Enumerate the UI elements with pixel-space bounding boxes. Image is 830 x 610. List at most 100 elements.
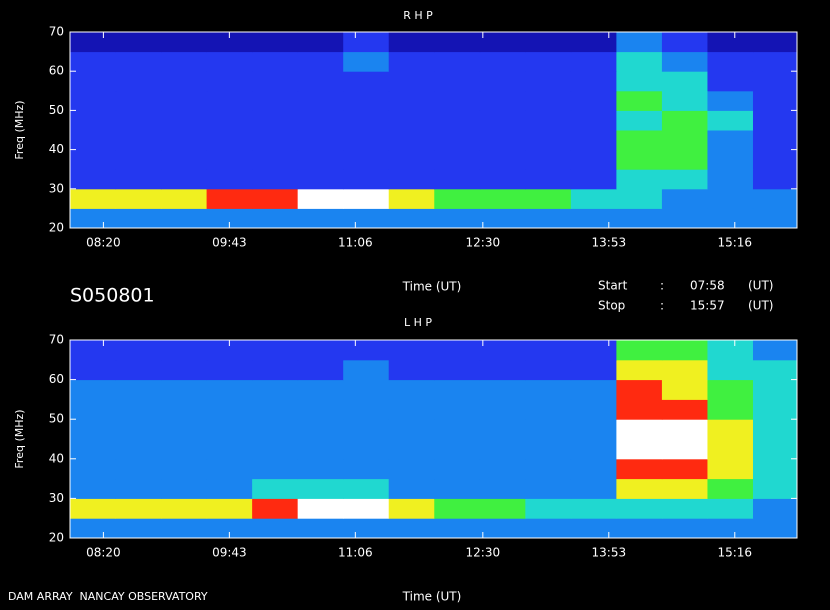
heat-cell [70, 458, 117, 480]
heat-cell [707, 188, 754, 209]
heat-cell [570, 458, 617, 480]
heat-cell [525, 130, 572, 151]
heat-cell [661, 419, 708, 440]
heat-cell [525, 51, 572, 72]
heat-cell [616, 90, 663, 111]
heat-cell [525, 90, 572, 111]
heat-cell [752, 439, 798, 460]
x-tick-label: 09:43 [212, 546, 247, 560]
heat-cell [206, 498, 253, 519]
heat-cell [479, 498, 526, 519]
heat-cell [70, 399, 117, 420]
heat-cell [707, 90, 754, 111]
heat-cell [434, 478, 481, 499]
heat-cell [752, 149, 798, 170]
heat-cell [434, 379, 481, 400]
heat-cell [343, 51, 390, 72]
y-tick-label: 30 [49, 491, 64, 505]
heat-cell [388, 169, 435, 190]
heat-cell [616, 439, 663, 460]
heat-cell [252, 359, 299, 381]
y-tick-label: 70 [49, 25, 64, 39]
heat-cell [297, 359, 344, 381]
heat-cell [570, 340, 617, 361]
heat-cell [388, 439, 435, 460]
heat-cell [115, 518, 162, 539]
heat-cell [570, 518, 617, 539]
heat-cell [525, 32, 572, 53]
heat-cell [434, 439, 481, 460]
panel-title: L H P [404, 316, 432, 329]
heat-cell [115, 340, 162, 361]
heat-cell [525, 458, 572, 480]
heat-cell [616, 32, 663, 53]
heat-cell [343, 439, 390, 460]
heat-cell [479, 32, 526, 53]
heat-cell [161, 169, 208, 190]
heat-cell [525, 149, 572, 170]
heat-cell [161, 51, 208, 72]
heat-cell [115, 399, 162, 420]
heat-cell [479, 71, 526, 92]
heat-cell [661, 399, 708, 420]
y-tick-label: 20 [49, 531, 64, 545]
x-tick-label: 09:43 [212, 236, 247, 250]
heat-cell [661, 169, 708, 190]
heat-cell [161, 498, 208, 519]
heat-cell [206, 71, 253, 92]
heat-cell [252, 419, 299, 440]
heat-cell [661, 208, 708, 229]
heat-cell [206, 458, 253, 480]
heat-cell [661, 51, 708, 72]
heat-cell [434, 359, 481, 381]
heat-cell [115, 478, 162, 499]
heat-cell [206, 518, 253, 539]
heat-cell [297, 110, 344, 131]
heat-cell [388, 149, 435, 170]
heat-cell [161, 340, 208, 361]
heat-cell [752, 399, 798, 420]
heat-cell [206, 208, 253, 229]
heat-cell [70, 340, 117, 361]
x-tick-label: 08:20 [86, 236, 121, 250]
y-tick-label: 20 [49, 221, 64, 235]
heat-cell [297, 419, 344, 440]
heat-cell [297, 439, 344, 460]
heat-cell [434, 130, 481, 151]
heat-cell [525, 359, 572, 381]
heat-cell [525, 71, 572, 92]
heat-cell [707, 458, 754, 480]
heat-cell [343, 149, 390, 170]
heat-cell [115, 169, 162, 190]
heat-cell [252, 439, 299, 460]
x-tick-label: 11:06 [338, 236, 373, 250]
heat-cell [206, 439, 253, 460]
heat-cell [388, 379, 435, 400]
heat-cell [70, 498, 117, 519]
x-tick-label: 13:53 [592, 236, 627, 250]
heat-cell [707, 208, 754, 229]
y-tick-label: 50 [49, 103, 64, 117]
heat-cell [70, 359, 117, 381]
heat-cell [661, 149, 708, 170]
heat-cell [388, 188, 435, 209]
heat-cell [297, 51, 344, 72]
heat-cell [570, 379, 617, 400]
heat-cell [707, 110, 754, 131]
heat-cell [752, 498, 798, 519]
heat-cell [661, 110, 708, 131]
heat-cell [343, 208, 390, 229]
heat-cell [115, 188, 162, 209]
heat-cell [161, 379, 208, 400]
heat-cell [161, 32, 208, 53]
heat-cell [525, 399, 572, 420]
heat-cell [479, 169, 526, 190]
x-axis-label: Time (UT) [402, 590, 462, 604]
heat-cell [525, 169, 572, 190]
heat-cell [752, 169, 798, 190]
heat-cell [479, 340, 526, 361]
heat-cell [479, 439, 526, 460]
y-tick-label: 60 [49, 64, 64, 78]
heat-cell [434, 149, 481, 170]
